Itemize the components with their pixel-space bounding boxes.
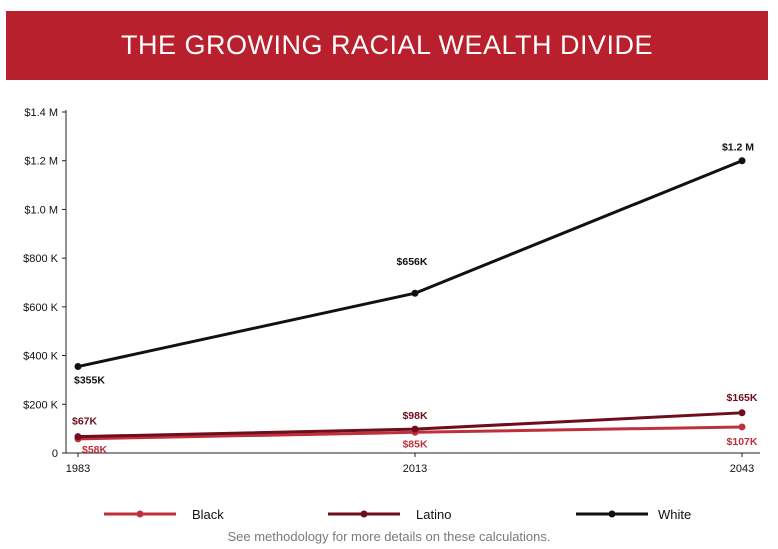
- point-latino-2: [738, 409, 746, 417]
- legend-marker-white: [608, 510, 616, 518]
- data-label-black-2: $107K: [727, 436, 758, 448]
- legend-label-black: Black: [192, 507, 224, 522]
- y-tick-label-0: 0: [52, 448, 58, 460]
- data-label-black-0: $58K: [82, 444, 108, 456]
- data-label-black-1: $85K: [402, 438, 428, 450]
- y-tick-label-3: $600 K: [23, 302, 59, 314]
- y-tick-label-5: $1.0 M: [24, 204, 58, 216]
- methodology-note: See methodology for more details on thes…: [227, 529, 551, 544]
- data-label-latino-1: $98K: [402, 410, 428, 422]
- point-black-2: [738, 423, 746, 431]
- legend-marker-latino: [360, 510, 368, 518]
- y-tick-label-2: $400 K: [23, 351, 59, 363]
- point-white-2: [738, 157, 746, 165]
- x-tick-label-0: 1983: [66, 463, 90, 475]
- point-latino-0: [74, 433, 82, 441]
- x-tick-label-2: 2043: [730, 463, 754, 475]
- legend-marker-black: [136, 510, 144, 518]
- data-label-white-2: $1.2 M: [722, 142, 754, 154]
- title-banner: THE GROWING RACIAL WEALTH DIVIDE: [6, 11, 768, 80]
- point-white-1: [411, 289, 419, 297]
- legend-label-latino: Latino: [416, 507, 451, 522]
- x-tick-label-1: 2013: [403, 463, 427, 475]
- y-tick-label-7: $1.4 M: [24, 107, 58, 119]
- data-label-latino-2: $165K: [727, 392, 758, 404]
- point-white-0: [74, 363, 82, 371]
- chart-title: THE GROWING RACIAL WEALTH DIVIDE: [120, 30, 654, 60]
- y-tick-label-1: $200 K: [23, 399, 59, 411]
- y-tick-label-4: $800 K: [23, 253, 59, 265]
- legend-label-white: White: [658, 507, 691, 522]
- data-label-white-1: $656K: [397, 256, 428, 268]
- point-latino-1: [411, 425, 419, 433]
- data-label-white-0: $355K: [74, 375, 105, 387]
- data-label-latino-0: $67K: [72, 416, 98, 428]
- y-tick-label-6: $1.2 M: [24, 156, 58, 168]
